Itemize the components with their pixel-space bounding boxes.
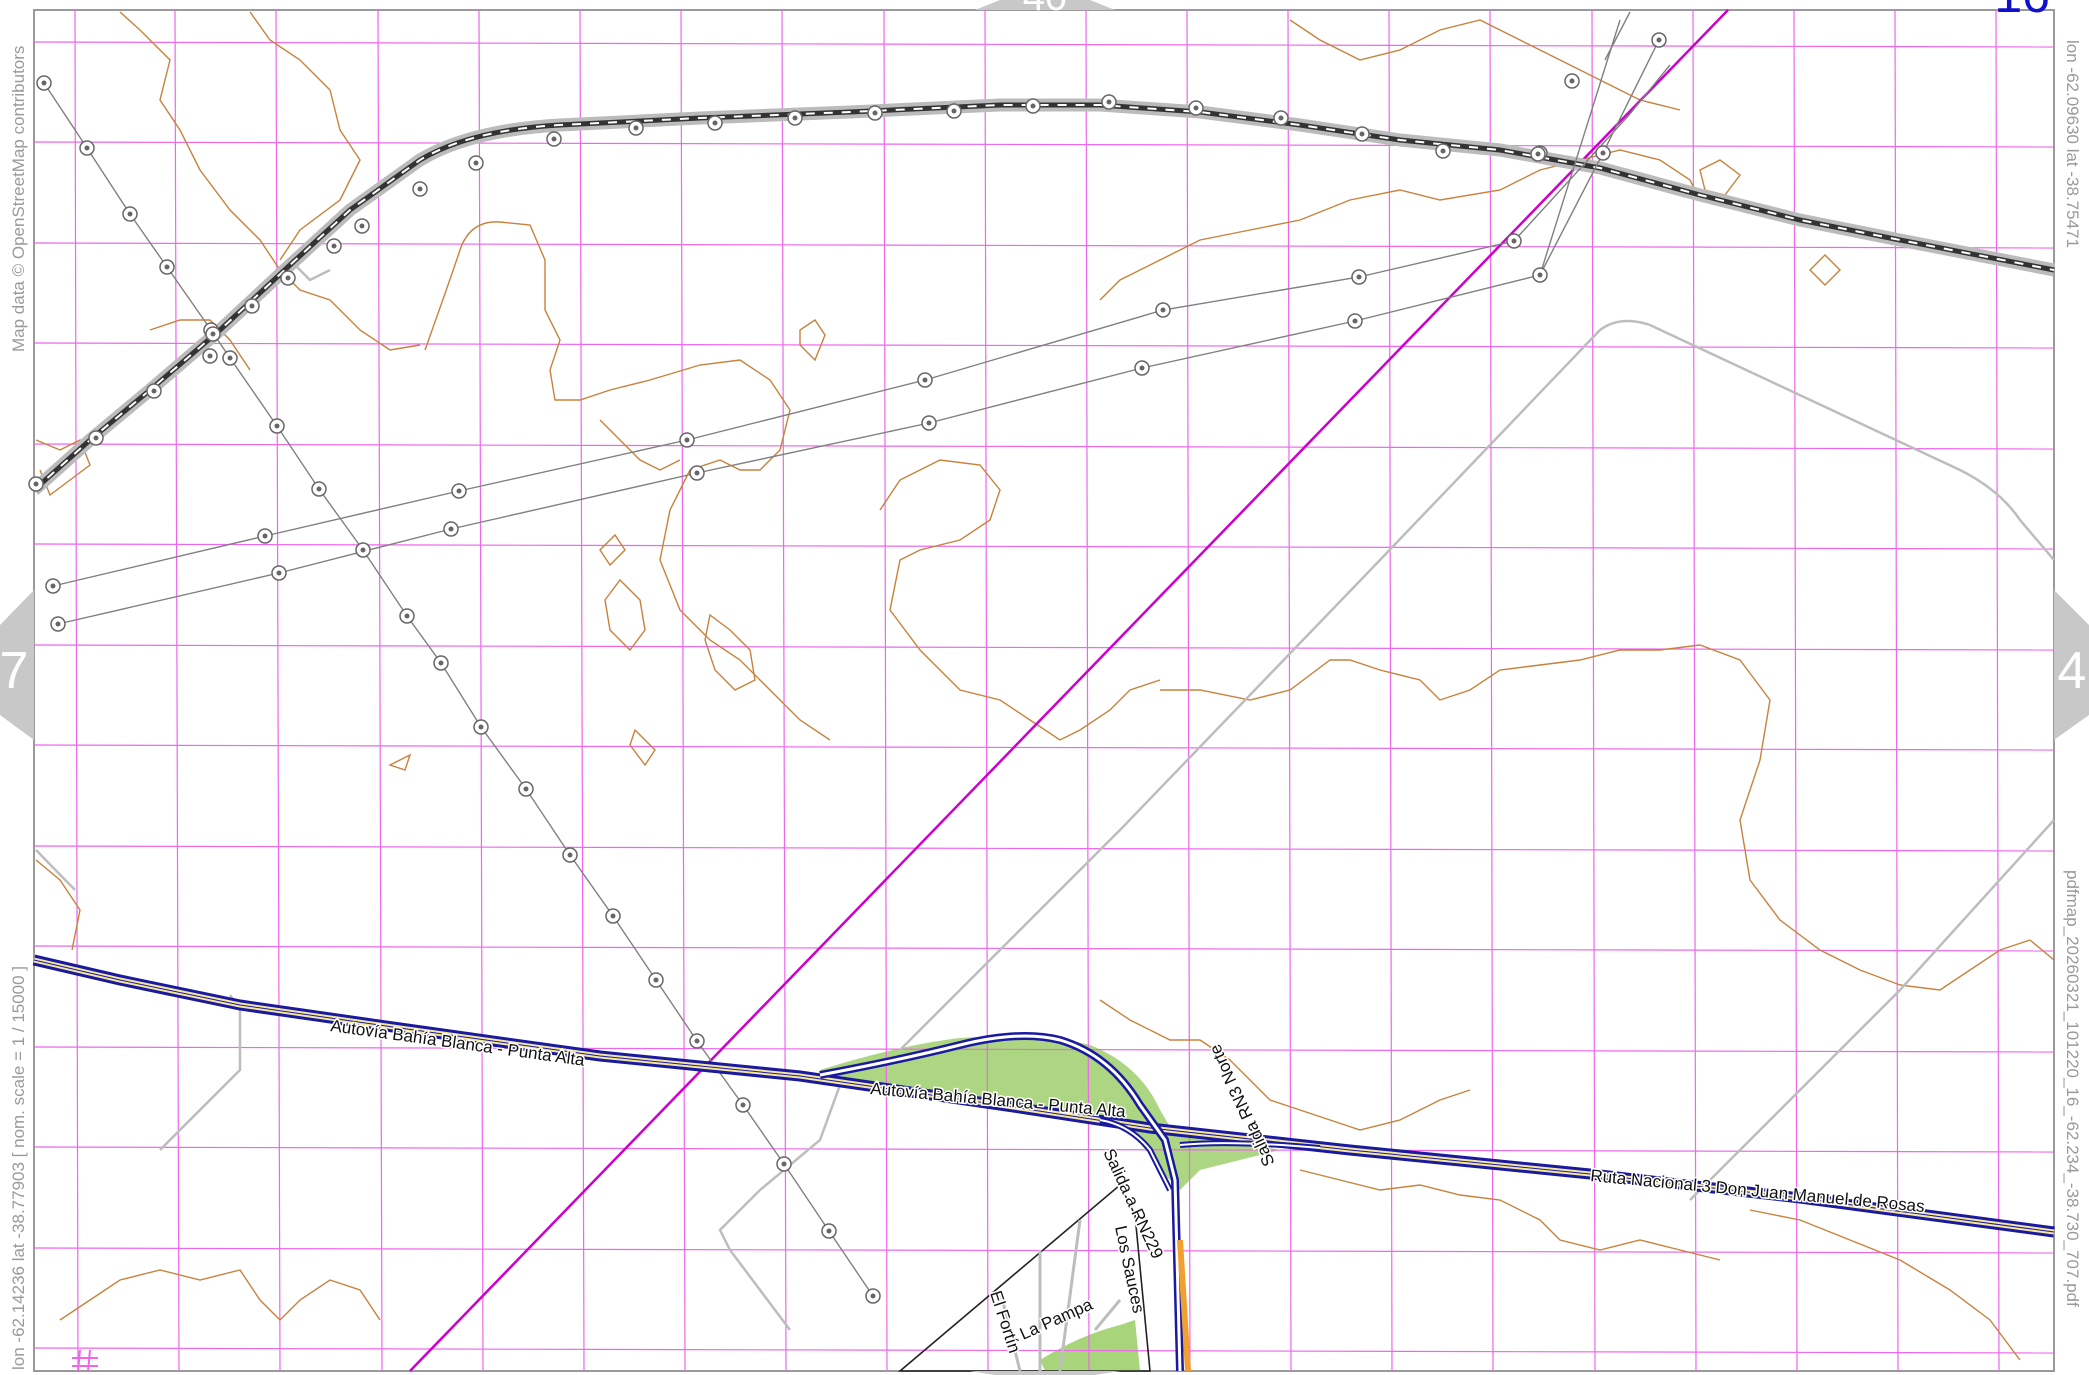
attribution-text: Map data © OpenStreetMap contributors [9, 46, 28, 352]
arrow-top[interactable] [975, 0, 1115, 10]
railway [29, 98, 2056, 495]
right-coord-text: lon -62.09630 lat -38.75471 [2063, 40, 2082, 248]
minor-tracks [35, 259, 2055, 1331]
arrow-left[interactable] [0, 590, 34, 740]
filename-text: pdfmap_20260321_101220_16_-62.234_-38.73… [2063, 870, 2082, 1307]
neighbor-page-top: 40 [1023, 0, 1068, 19]
contour-lines [35, 11, 2055, 1361]
neighbor-page-left: 7 [0, 642, 28, 700]
map-frame [33, 9, 2055, 1372]
left-coord-text: lon -62.14236 lat -38.77903 [ nom. scale… [9, 966, 28, 1370]
green-patch-south [1040, 1320, 1140, 1371]
arrow-right[interactable] [2054, 590, 2089, 740]
motorway [32, 954, 2055, 1372]
page-number: 16 [1994, 0, 2050, 23]
arrow-bottom[interactable] [970, 1371, 1120, 1375]
neighbor-page-right: 4 [2058, 642, 2087, 700]
grid-marker-icon [72, 1349, 98, 1372]
